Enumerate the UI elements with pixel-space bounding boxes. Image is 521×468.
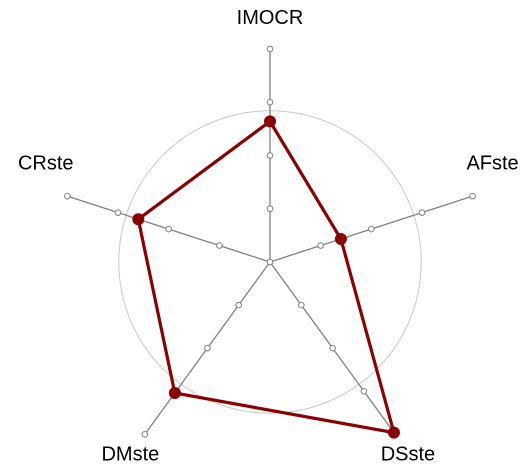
- tick-dot-afste-0-25: [317, 242, 324, 249]
- axis-label-crste: CRste: [18, 152, 74, 174]
- axis-label-afste: AFste: [466, 152, 518, 174]
- labels-layer: IMOCR AFste DSste DMste CRste: [18, 7, 519, 466]
- data-point-dmste: [168, 386, 181, 399]
- tick-dot-afste-0-75: [418, 209, 426, 216]
- tick-dot-dsste-0-5: [329, 344, 336, 352]
- tick-dot-afste-1: [469, 192, 476, 200]
- tick-dot-dmste-0-5: [204, 344, 211, 352]
- axis-label-imocr: IMOCR: [237, 7, 304, 29]
- series-polygon-0: [136, 119, 397, 435]
- tick-dot-imocr-0-5: [266, 152, 274, 159]
- data-point-imocr: [264, 115, 276, 128]
- tick-dot-crste-0-5: [165, 225, 173, 233]
- tick-dot-dmste-1: [141, 431, 149, 438]
- tick-dot-imocr-1: [266, 45, 274, 53]
- axis-label-dmste: DMste: [101, 444, 159, 466]
- data-point-afste: [334, 232, 347, 245]
- tick-dot-afste-0-5: [367, 225, 375, 233]
- axes-layer: [64, 45, 476, 438]
- tick-dot-imocr-0-25: [266, 205, 274, 213]
- data-point-dsste: [387, 426, 400, 439]
- axis-label-dsste: DSste: [381, 444, 435, 466]
- tick-dot-crste-1: [64, 192, 71, 200]
- data-point-crste: [132, 213, 145, 226]
- tick-dot-dmste-0-25: [235, 301, 243, 309]
- tick-dot-crste-0-75: [114, 209, 122, 216]
- tick-dot-dsste-0-25: [297, 301, 305, 309]
- tick-dot-crste-0-25: [216, 242, 223, 249]
- tick-dot-imocr-0-75: [266, 98, 274, 106]
- center-dot: [266, 258, 274, 266]
- series-layer: [132, 115, 400, 439]
- tick-dot-dsste-0-75: [360, 387, 368, 395]
